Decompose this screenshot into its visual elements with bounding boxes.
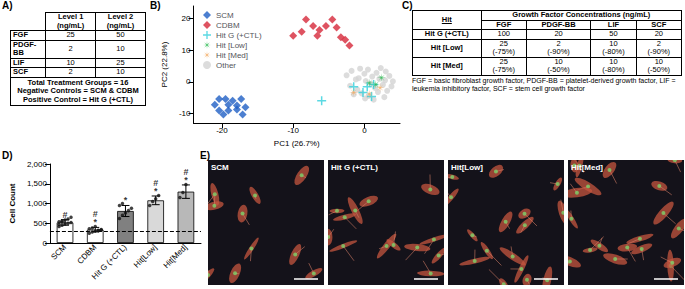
svg-text:CDBM: CDBM xyxy=(216,21,240,30)
html-text:(-75%): (-75%) xyxy=(492,65,515,74)
svg-text:SCM: SCM xyxy=(211,163,229,172)
svg-text:0: 0 xyxy=(186,77,191,86)
html-text:Negative Controls = SCM & CDBM: Negative Controls = SCM & CDBM xyxy=(17,86,139,95)
html-text:Total Treatment Groups = 16: Total Treatment Groups = 16 xyxy=(27,77,129,87)
svg-text:Hit[Low]: Hit[Low] xyxy=(451,163,483,172)
svg-text:2,000: 2,000 xyxy=(27,160,48,169)
svg-text:Hit [Low]: Hit [Low] xyxy=(216,41,247,50)
html-text:25: 25 xyxy=(499,56,508,66)
html-text:Positive Control = Hit G (+CTL: Positive Control = Hit G (+CTL) xyxy=(23,94,133,104)
svg-text:20: 20 xyxy=(182,14,191,23)
svg-text:Hit G (+CTL): Hit G (+CTL) xyxy=(216,31,262,40)
svg-text:-10: -10 xyxy=(179,109,191,118)
svg-text:Hit[Med]: Hit[Med] xyxy=(162,243,189,270)
html-text:FGF = basic fibroblast growth: FGF = basic fibroblast growth factor, PD… xyxy=(412,76,676,92)
svg-text:*: * xyxy=(154,186,158,196)
svg-text:-20: -20 xyxy=(216,126,228,135)
svg-text:*: * xyxy=(93,217,97,227)
svg-text:SCM: SCM xyxy=(216,11,234,20)
svg-text:0: 0 xyxy=(42,239,47,248)
html-text:E): E) xyxy=(200,150,210,161)
html-text:LIF: LIF xyxy=(607,19,620,29)
html-text:50: 50 xyxy=(609,29,618,38)
svg-text:1,000: 1,000 xyxy=(27,199,48,208)
html-text:(-90%): (-90%) xyxy=(547,47,570,56)
svg-text:Hit G (+CTL): Hit G (+CTL) xyxy=(90,243,129,282)
svg-text:1,500: 1,500 xyxy=(27,179,48,188)
html-text:Hit G (+CTL): Hit G (+CTL) xyxy=(424,29,469,38)
html-text:2: 2 xyxy=(656,38,661,48)
html-text:FGF: FGF xyxy=(13,30,28,39)
html-text:B): B) xyxy=(150,0,161,11)
html-text:(-50%): (-50%) xyxy=(547,65,570,74)
html-text:10: 10 xyxy=(116,67,125,76)
html-text:10: 10 xyxy=(66,57,75,67)
html-text:10: 10 xyxy=(116,43,125,53)
html-text:A): A) xyxy=(2,0,13,11)
html-text:Growth Factor Concentrations (: Growth Factor Concentrations (ng/mL) xyxy=(512,10,651,19)
svg-text:500: 500 xyxy=(34,219,48,228)
svg-text:PC1 (26.7%): PC1 (26.7%) xyxy=(274,139,320,148)
html-text:10: 10 xyxy=(609,56,618,66)
html-text:Hit [Med]: Hit [Med] xyxy=(430,60,463,70)
html-text:Hit: Hit xyxy=(441,14,452,24)
html-text:(-80%): (-80%) xyxy=(602,47,625,56)
html-text:(-90%): (-90%) xyxy=(647,47,671,56)
html-text:PDGF-BB: PDGF-BB xyxy=(541,19,576,29)
html-text:(-80%): (-80%) xyxy=(602,65,625,74)
svg-text:Hit G (+CTL): Hit G (+CTL) xyxy=(331,163,378,172)
html-text:20: 20 xyxy=(654,29,663,38)
html-text:SCF: SCF xyxy=(13,67,28,76)
html-text:25: 25 xyxy=(66,30,75,39)
html-text:2: 2 xyxy=(68,43,73,53)
svg-text:Hit[Low]: Hit[Low] xyxy=(132,243,159,270)
html-text:10: 10 xyxy=(654,56,663,66)
html-text:Level 1 (ng/mL): Level 1 (ng/mL) xyxy=(56,12,85,30)
html-text:Hit [Low]: Hit [Low] xyxy=(430,42,463,52)
html-text:10: 10 xyxy=(554,56,563,66)
svg-text:10: 10 xyxy=(182,46,191,55)
html-text:(-75%): (-75%) xyxy=(492,47,515,56)
html-text:2: 2 xyxy=(68,67,73,76)
svg-text:Hit[Med]: Hit[Med] xyxy=(571,163,603,172)
html-text:2: 2 xyxy=(556,38,561,48)
html-text:Level 2 (ng/mL): Level 2 (ng/mL) xyxy=(106,12,135,30)
svg-text:SCM: SCM xyxy=(49,243,68,262)
html-text:(-50%): (-50%) xyxy=(647,65,671,74)
html-text:25: 25 xyxy=(116,57,125,67)
html-text:C): C) xyxy=(402,0,413,11)
svg-text:*: * xyxy=(184,175,188,185)
svg-text:-10: -10 xyxy=(287,126,299,135)
html-text:SCF: SCF xyxy=(651,19,667,29)
svg-text:CDBM: CDBM xyxy=(75,243,98,266)
svg-text:PC2 (22.8%): PC2 (22.8%) xyxy=(160,41,169,87)
html-text:PDGF-BB: PDGF-BB xyxy=(13,39,37,57)
html-text:20: 20 xyxy=(554,29,563,38)
html-text:D): D) xyxy=(2,150,13,161)
html-text:100: 100 xyxy=(497,29,510,38)
html-text:LIF: LIF xyxy=(13,57,25,67)
html-text:50: 50 xyxy=(116,30,125,39)
svg-text:Hit [Med]: Hit [Med] xyxy=(216,51,248,60)
html-text:25: 25 xyxy=(499,38,508,48)
svg-text:Other: Other xyxy=(216,61,236,70)
svg-text:Cell Count: Cell Count xyxy=(8,183,17,223)
html-text:10: 10 xyxy=(609,38,618,48)
svg-text:0: 0 xyxy=(362,126,367,135)
svg-text:#: # xyxy=(63,210,68,220)
svg-text:*: * xyxy=(124,195,128,205)
html-text:FGF: FGF xyxy=(496,19,512,29)
